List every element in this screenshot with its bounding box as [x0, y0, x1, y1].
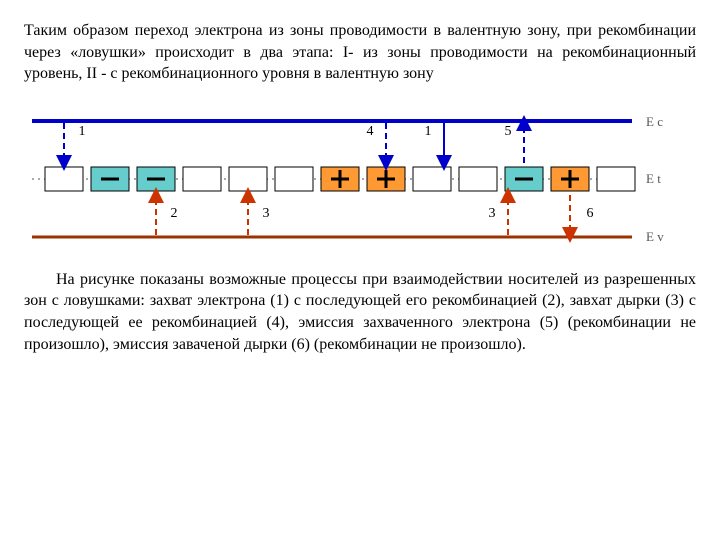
svg-text:4: 4	[367, 124, 374, 139]
svg-text:E c: E c	[646, 114, 663, 129]
svg-text:1: 1	[79, 124, 86, 139]
svg-text:2: 2	[171, 206, 178, 221]
svg-text:3: 3	[489, 206, 496, 221]
svg-text:1: 1	[425, 124, 432, 139]
svg-text:6: 6	[587, 206, 594, 221]
svg-text:E t: E t	[646, 171, 661, 186]
svg-text:5: 5	[505, 124, 512, 139]
bottom-paragraph: На рисунке показаны возможные процессы п…	[24, 269, 696, 355]
top-paragraph: Таким образом переход электрона из зоны …	[24, 20, 696, 85]
svg-text:E v: E v	[646, 229, 664, 244]
energy-band-diagram: E c E t E v 1 2 3 4 1 5 3 6	[24, 109, 696, 249]
svg-text:3: 3	[263, 206, 270, 221]
